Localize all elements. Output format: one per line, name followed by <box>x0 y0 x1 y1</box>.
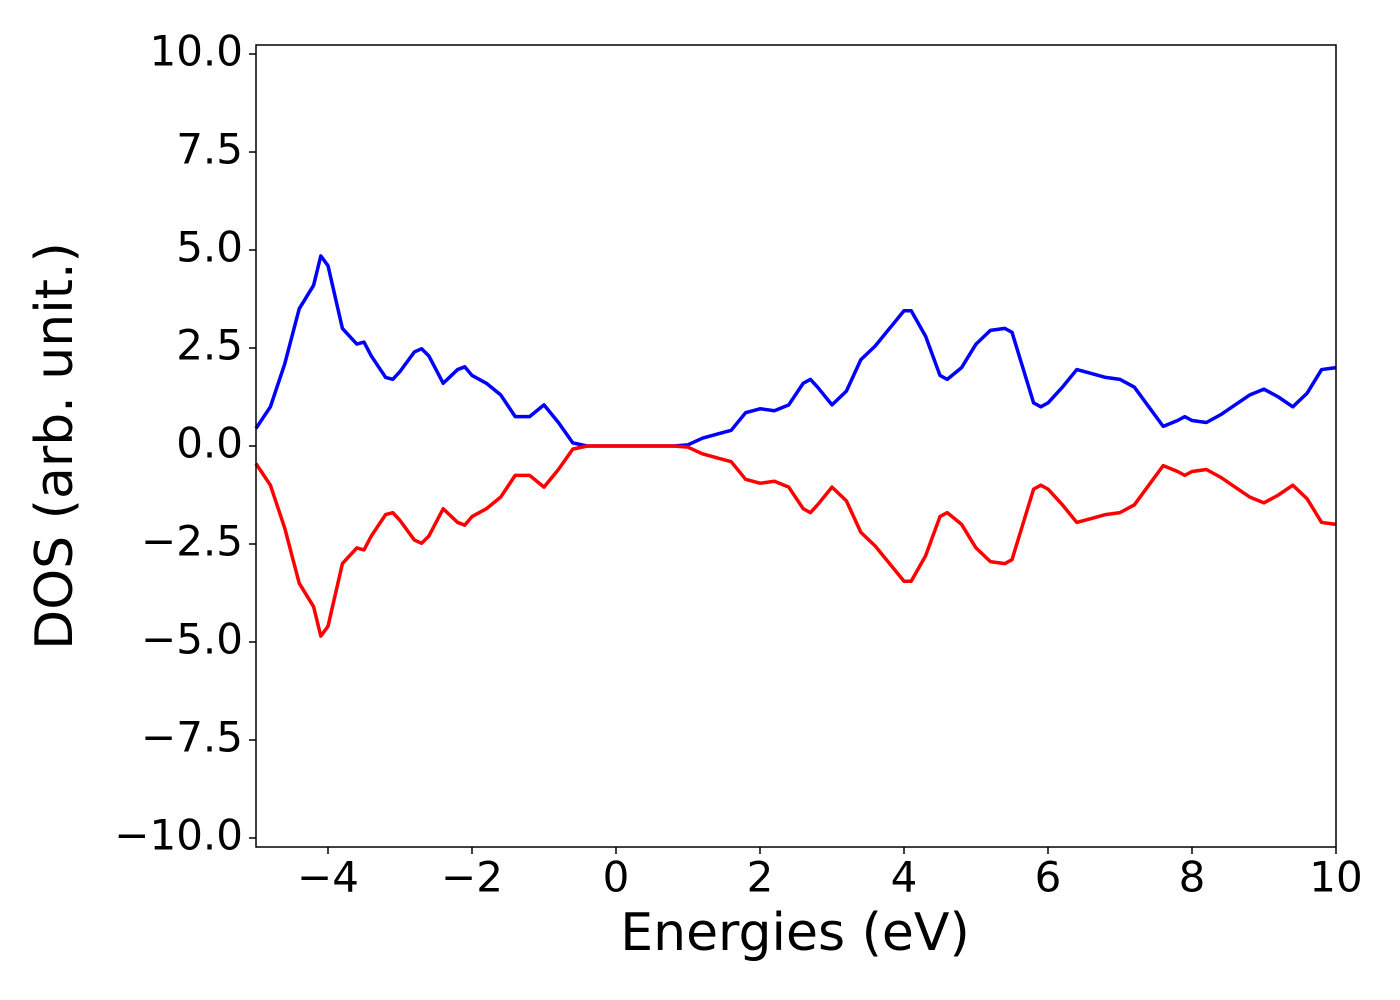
y-tick-label: 5.0 <box>176 223 243 272</box>
y-tick-label: 0.0 <box>176 419 243 468</box>
x-tick-label: 10 <box>1309 853 1362 902</box>
series-line <box>254 444 1337 638</box>
series-line <box>254 254 1337 448</box>
y-tick-label: −5.0 <box>141 614 243 663</box>
y-tick-label: 7.5 <box>176 125 243 174</box>
x-tick-label: 4 <box>891 853 918 902</box>
y-axis-label: DOS (arb. unit.) <box>25 242 85 650</box>
y-tick-label: −2.5 <box>141 516 243 565</box>
y-tick-label: −10.0 <box>114 810 243 859</box>
y-tick-label: −7.5 <box>141 712 243 761</box>
x-tick-label: −4 <box>297 853 359 902</box>
x-tick-label: 0 <box>603 853 630 902</box>
plot-frame <box>255 44 1337 848</box>
x-tick-label: 2 <box>747 853 774 902</box>
x-tick-label: 6 <box>1035 853 1062 902</box>
x-tick-label: −2 <box>441 853 503 902</box>
x-tick-label: 8 <box>1179 853 1206 902</box>
x-axis-label: Energies (eV) <box>620 903 969 963</box>
y-tick-label: 10.0 <box>149 27 243 76</box>
y-tick-label: 2.5 <box>176 321 243 370</box>
